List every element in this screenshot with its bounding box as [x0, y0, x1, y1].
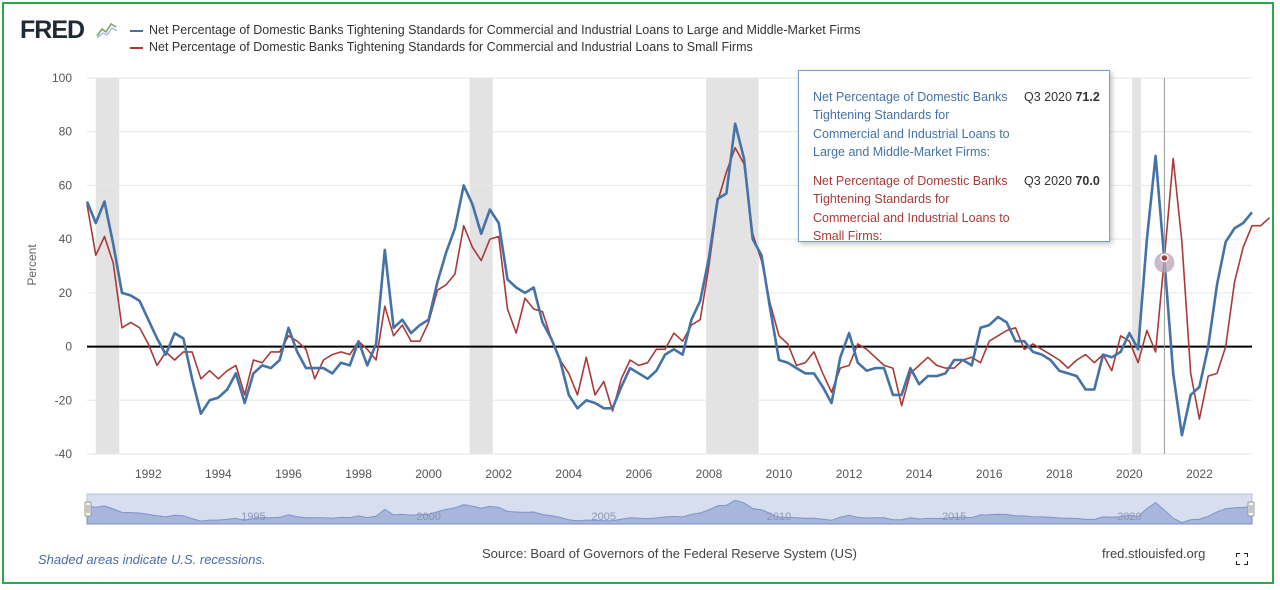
hover-marker-halo: [1154, 252, 1175, 273]
x-tick-label: 2004: [555, 467, 582, 481]
series-lines: [85, 122, 1271, 437]
x-tick-label: 2000: [415, 467, 442, 481]
fullscreen-icon[interactable]: [1236, 553, 1248, 565]
y-axis-label: Percent: [25, 244, 39, 286]
x-tick-label: 2020: [1116, 467, 1143, 481]
fred-logo[interactable]: FRED: [20, 16, 85, 44]
legend-item-large-middle[interactable]: Net Percentage of Domestic Banks Tighten…: [130, 22, 860, 39]
legend-label-small: Net Percentage of Domestic Banks Tighten…: [149, 40, 753, 54]
y-tick-label: -20: [55, 393, 73, 407]
x-tick-label: 1998: [345, 467, 372, 481]
y-tick-label: 100: [52, 71, 72, 85]
x-tick-label: 2012: [836, 467, 863, 481]
y-tick-label: 80: [59, 125, 73, 139]
recession-band-2: [706, 78, 759, 454]
tooltip-series1-number: 71.2: [1075, 90, 1100, 104]
recession-band-3: [1132, 78, 1141, 454]
tooltip-series2-period: Q3 2020: [1024, 174, 1072, 188]
tooltip-series1-value: Q3 2020 71.2: [1024, 88, 1100, 106]
navigator-tick-label: 2015: [942, 511, 966, 523]
site-link[interactable]: fred.stlouisfed.org: [1102, 546, 1206, 561]
x-tick-label: 2006: [625, 467, 652, 481]
time-navigator[interactable]: 1995 2000 2005 2010 2015 2020: [84, 493, 1255, 525]
recession-note: Shaded areas indicate U.S. recessions.: [38, 552, 266, 567]
navigator-handle-left[interactable]: [84, 501, 92, 517]
tooltip-series2-number: 70.0: [1075, 174, 1100, 188]
legend-swatch-red: [130, 46, 143, 49]
navigator-tick-label: 2005: [592, 511, 616, 523]
x-tick-label: 1992: [135, 467, 162, 481]
chart-line-icon: [95, 18, 119, 40]
x-tick-label: 2018: [1046, 467, 1073, 481]
x-tick-label: 1994: [205, 467, 232, 481]
recession-band-1: [469, 78, 493, 454]
navigator-tick-label: 1995: [241, 511, 265, 523]
source-text: Source: Board of Governors of the Federa…: [482, 546, 857, 561]
x-tick-label: 2010: [766, 467, 793, 481]
series-line-1[interactable]: [85, 122, 1254, 437]
y-tick-label: 40: [59, 232, 73, 246]
legend-item-small[interactable]: Net Percentage of Domestic Banks Tighten…: [130, 39, 860, 56]
y-axis-ticks: 100 80 60 40 20 0 -20 -40: [52, 71, 72, 461]
tooltip-series2-value: Q3 2020 70.0: [1024, 172, 1100, 190]
x-tick-label: 2008: [696, 467, 723, 481]
y-tick-label: 0: [65, 340, 72, 354]
tooltip-series2-name: Net Percentage of Domestic Banks Tighten…: [813, 174, 1010, 244]
x-tick-label: 1996: [275, 467, 302, 481]
legend-label-large-middle: Net Percentage of Domestic Banks Tighten…: [149, 23, 861, 37]
y-tick-label: 20: [59, 286, 73, 300]
x-tick-label: 2002: [485, 467, 512, 481]
x-axis-ticks: 1992 1994 1996 1998 2000 2002 2004 2006 2008 2010…: [135, 467, 1213, 481]
navigator-tick-label: 2000: [416, 511, 440, 523]
recession-band-0: [95, 78, 120, 454]
navigator-handle-right[interactable]: [1247, 501, 1255, 517]
navigator-tick-label: 2010: [767, 511, 791, 523]
navigator-tick-label: 2020: [1117, 511, 1141, 523]
x-tick-label: 2014: [906, 467, 933, 481]
tooltip: Net Percentage of Domestic Banks Tighten…: [798, 70, 1110, 243]
x-tick-label: 2016: [976, 467, 1003, 481]
legend: Net Percentage of Domestic Banks Tighten…: [130, 22, 860, 56]
tooltip-series1-name: Net Percentage of Domestic Banks Tighten…: [813, 90, 1010, 160]
tooltip-series1-period: Q3 2020: [1024, 90, 1072, 104]
legend-swatch-blue: [130, 29, 143, 32]
x-tick-label: 2022: [1186, 467, 1213, 481]
y-tick-label: 60: [59, 178, 73, 192]
navigator-series-area: [86, 499, 1253, 525]
hover-marker-series1: [1160, 253, 1169, 263]
y-tick-label: -40: [55, 447, 73, 461]
